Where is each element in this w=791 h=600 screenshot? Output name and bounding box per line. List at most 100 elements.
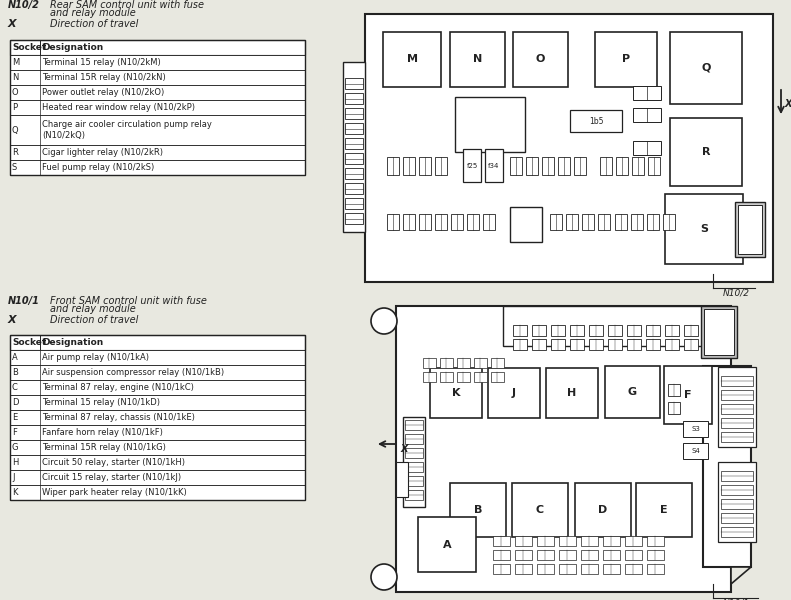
Text: R: R	[702, 147, 710, 157]
Bar	[418, 517, 476, 572]
Bar	[526, 157, 538, 175]
Text: N: N	[473, 55, 483, 64]
Bar	[440, 372, 453, 382]
Bar	[491, 358, 504, 368]
Bar	[627, 339, 641, 350]
Bar	[510, 157, 522, 175]
Bar	[647, 550, 664, 560]
Bar	[345, 198, 363, 209]
Text: Terminal 15R relay (N10/1kG): Terminal 15R relay (N10/1kG)	[42, 443, 166, 452]
Bar	[396, 306, 731, 592]
Bar	[703, 366, 751, 567]
Bar	[574, 157, 586, 175]
Bar	[513, 32, 568, 87]
Bar	[721, 418, 753, 428]
Bar	[551, 325, 565, 336]
Bar	[603, 536, 620, 546]
Bar	[600, 157, 612, 175]
Bar	[10, 335, 305, 350]
Bar	[387, 157, 399, 175]
Text: Socket: Socket	[12, 43, 46, 52]
Bar	[647, 564, 664, 574]
Text: O: O	[536, 55, 545, 64]
Bar	[615, 214, 627, 230]
Bar	[10, 350, 305, 365]
Bar	[575, 483, 631, 537]
Text: Heated rear window relay (N10/2kP): Heated rear window relay (N10/2kP)	[42, 103, 195, 112]
Bar	[10, 395, 305, 410]
Bar	[485, 149, 503, 182]
Bar	[735, 202, 765, 257]
Bar	[405, 420, 423, 430]
Bar	[510, 207, 542, 242]
Bar	[345, 138, 363, 149]
Bar	[10, 40, 305, 55]
Bar	[559, 536, 576, 546]
Text: f34: f34	[488, 163, 500, 169]
Text: S: S	[700, 224, 708, 234]
Text: Rear SAM control unit with fuse: Rear SAM control unit with fuse	[50, 0, 204, 10]
Text: N: N	[12, 73, 18, 82]
Bar	[721, 376, 753, 386]
Text: X: X	[785, 99, 791, 109]
Bar	[10, 145, 305, 160]
Bar	[633, 108, 661, 122]
Bar	[668, 384, 680, 396]
Bar	[537, 550, 554, 560]
Text: S3: S3	[691, 426, 701, 432]
Text: B: B	[474, 505, 483, 515]
Bar	[345, 153, 363, 164]
Bar	[542, 157, 554, 175]
Bar	[608, 325, 622, 336]
Text: F: F	[684, 390, 692, 400]
Bar	[647, 536, 664, 546]
Bar	[387, 214, 399, 230]
Text: Cigar lighter relay (N10/2kR): Cigar lighter relay (N10/2kR)	[42, 148, 163, 157]
Bar	[566, 214, 578, 230]
Text: and relay module: and relay module	[50, 304, 136, 314]
Text: Front SAM control unit with fuse: Front SAM control unit with fuse	[50, 296, 207, 306]
Text: C: C	[12, 383, 18, 392]
Bar	[474, 372, 487, 382]
Bar	[10, 365, 305, 380]
Bar	[10, 485, 305, 500]
Bar	[595, 32, 657, 87]
Bar	[665, 339, 679, 350]
Text: Direction of travel: Direction of travel	[50, 19, 138, 29]
Bar	[704, 309, 734, 355]
Bar	[668, 402, 680, 414]
Bar	[718, 462, 756, 542]
Bar	[463, 149, 481, 182]
Bar	[423, 358, 436, 368]
Bar	[537, 564, 554, 574]
Bar	[633, 86, 661, 100]
Bar	[721, 527, 753, 537]
Bar	[570, 325, 584, 336]
Bar	[488, 368, 540, 418]
Bar	[703, 339, 717, 350]
Bar	[546, 368, 598, 418]
Text: Terminal 87 relay, engine (N10/1kC): Terminal 87 relay, engine (N10/1kC)	[42, 383, 194, 392]
Bar	[513, 325, 527, 336]
Bar	[450, 32, 505, 87]
Bar	[515, 536, 532, 546]
Bar	[633, 141, 661, 155]
Text: N10/1: N10/1	[8, 296, 40, 306]
Bar	[405, 462, 423, 472]
Bar	[365, 14, 773, 282]
Bar	[345, 78, 363, 89]
Bar	[589, 325, 603, 336]
Bar	[493, 564, 510, 574]
Text: Charge air cooler circulation pump relay
(N10/2kQ): Charge air cooler circulation pump relay…	[42, 120, 212, 140]
Bar	[559, 564, 576, 574]
Bar	[405, 476, 423, 486]
Bar	[10, 440, 305, 455]
Bar	[558, 157, 570, 175]
Text: J: J	[12, 473, 14, 482]
Text: and relay module: and relay module	[50, 8, 136, 18]
Bar	[455, 97, 525, 152]
Bar	[419, 214, 431, 230]
Bar	[648, 157, 660, 175]
Bar	[10, 160, 305, 175]
Bar	[664, 366, 712, 424]
